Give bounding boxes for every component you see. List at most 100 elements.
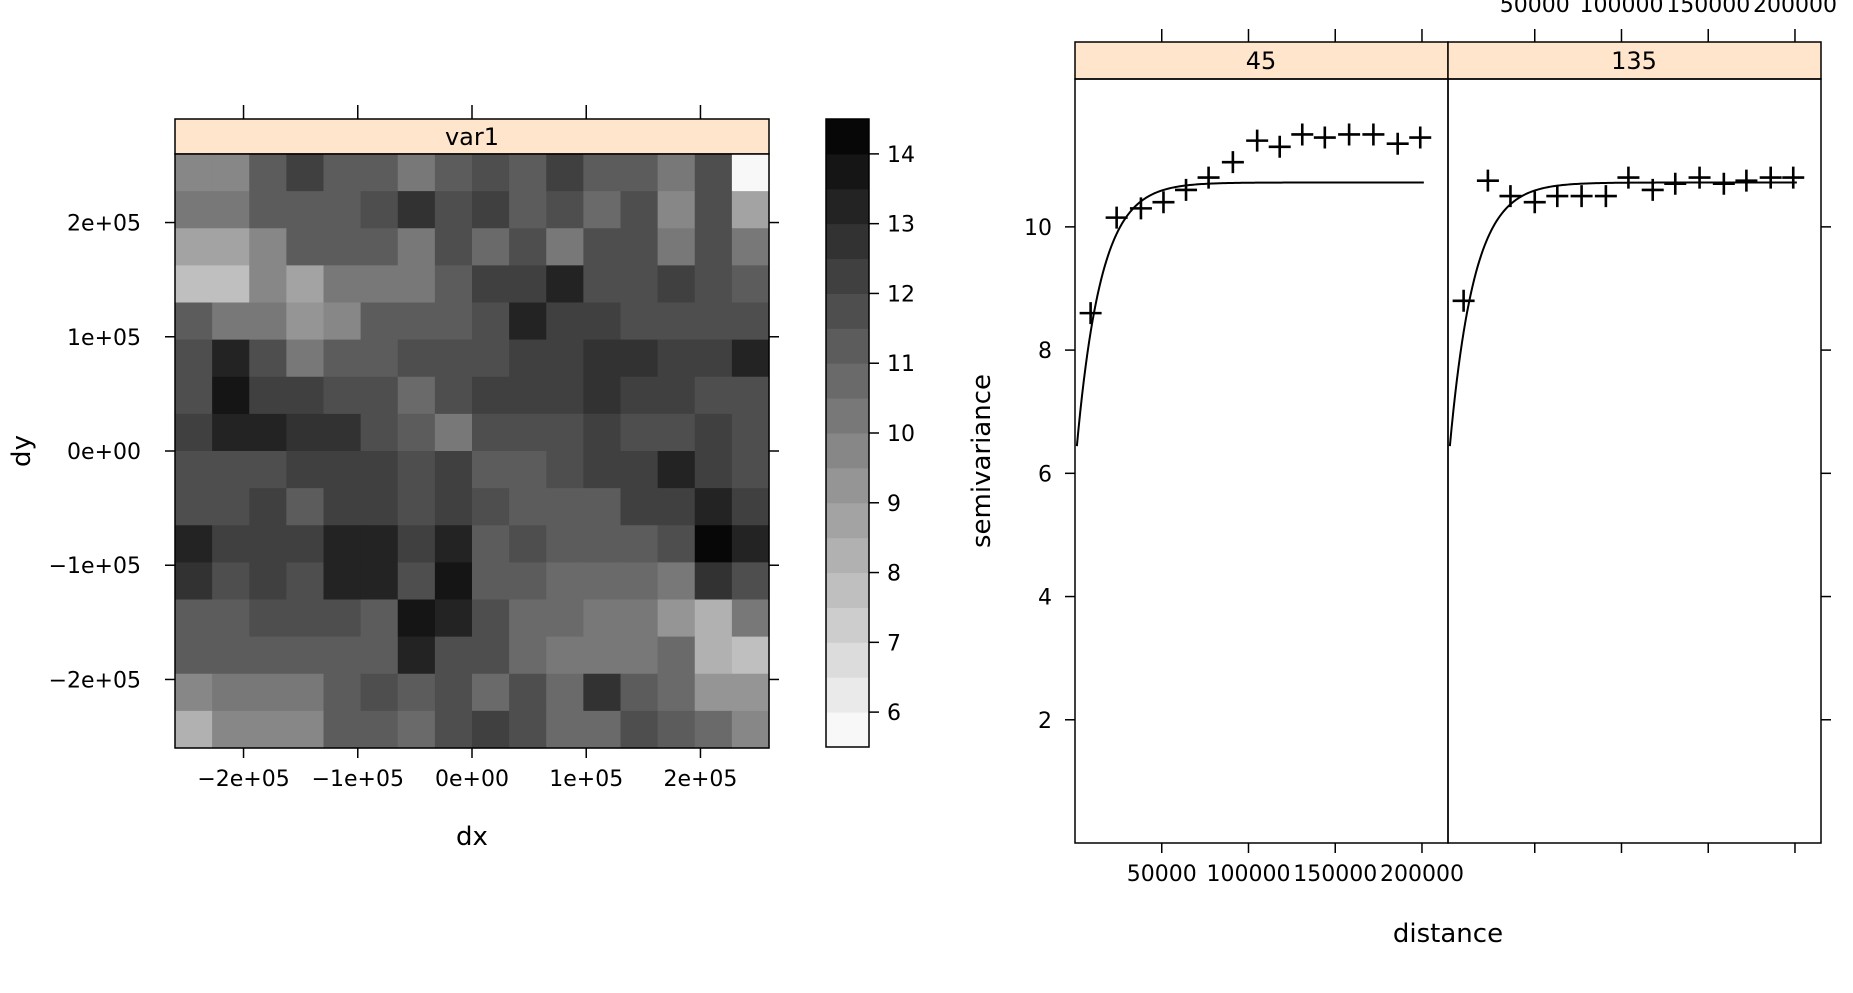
heatmap-cell	[546, 339, 584, 378]
semivariance-point-45	[1129, 197, 1152, 220]
heatmap-cell	[212, 451, 250, 489]
semivariance-point-135	[1594, 185, 1617, 208]
semivariance-point-135	[1570, 185, 1593, 208]
semivariance-point-45	[1409, 126, 1432, 149]
heatmap-y-title: dy	[7, 435, 37, 467]
heatmap-cell	[472, 562, 510, 601]
semivariance-point-135	[1546, 185, 1569, 208]
heatmap-cell	[620, 451, 659, 489]
heatmap-cell	[657, 488, 696, 526]
variogram-y-tick-label: 4	[1038, 586, 1052, 611]
variogram-x-tick-label-bottom: 200000	[1380, 862, 1464, 887]
heatmap-cell	[472, 525, 510, 563]
heatmap-cell	[323, 525, 362, 563]
heatmap-cell	[657, 562, 696, 601]
heatmap-cell	[175, 710, 213, 749]
heatmap-cell	[509, 228, 547, 266]
heatmap-cell	[546, 191, 584, 229]
heatmap-cell	[546, 710, 584, 749]
colorbar-level	[826, 642, 869, 678]
heatmap-cell	[583, 376, 622, 415]
colorbar-tick-label: 9	[887, 492, 901, 517]
heatmap-cell	[434, 191, 473, 229]
heatmap-cell	[397, 525, 436, 563]
heatmap-cell	[286, 673, 325, 712]
heatmap-cell	[620, 413, 659, 452]
heatmap-cell	[731, 562, 770, 601]
heatmap-cell	[620, 302, 659, 341]
heatmap-cell	[546, 376, 584, 415]
heatmap-cell	[546, 562, 584, 601]
heatmap-cell	[397, 265, 436, 304]
heatmap-cell	[657, 265, 696, 304]
heatmap-cell	[434, 302, 473, 341]
heatmap-cell	[249, 451, 287, 489]
heatmap-cell	[657, 228, 696, 266]
heatmap-y-tick-label: 2e+05	[67, 212, 141, 237]
semivariance-point-45	[1175, 178, 1198, 201]
heatmap-cell	[620, 228, 659, 266]
heatmap-cell	[212, 673, 250, 712]
heatmap-cell	[212, 488, 250, 526]
variogram-y-tick-label: 8	[1038, 339, 1052, 364]
colorbar: 6 7 8 9 10 11 12 13 14	[825, 118, 915, 748]
heatmap-cell	[286, 710, 325, 749]
heatmap-cell	[694, 191, 733, 229]
semivariance-point-45	[1338, 123, 1361, 146]
heatmap-cell	[175, 376, 213, 415]
heatmap-cell	[212, 636, 250, 675]
heatmap-cell	[546, 525, 584, 563]
semivariance-point-45	[1362, 123, 1385, 146]
heatmap-cell	[212, 599, 250, 638]
strip-45-label: 45	[1246, 47, 1277, 75]
heatmap-cell	[212, 339, 250, 378]
semivariance-point-45	[1313, 126, 1336, 149]
heatmap-cell	[212, 413, 250, 452]
colorbar-level	[826, 607, 869, 643]
heatmap-cell	[434, 562, 473, 601]
heatmap-cell	[323, 265, 362, 304]
heatmap-cell	[694, 376, 733, 415]
heatmap-x-tick-label: −1e+05	[312, 767, 404, 792]
heatmap-cell	[731, 302, 770, 341]
heatmap-cell	[360, 636, 399, 675]
semivariance-point-45	[1268, 135, 1291, 158]
colorbar-level	[826, 119, 869, 155]
heatmap-cell	[546, 154, 584, 192]
heatmap-cell	[249, 636, 287, 675]
heatmap-cell	[472, 710, 510, 749]
variogram-x-tick-label-top: 100000	[1579, 0, 1663, 18]
heatmap-cell	[175, 228, 213, 266]
heatmap-x-axis: −2e+05 −1e+05 0e+00 1e+05 2e+05	[197, 105, 737, 792]
heatmap-cell	[286, 302, 325, 341]
heatmap-cell	[397, 451, 436, 489]
heatmap-cell	[694, 673, 733, 712]
heatmap-cell	[360, 339, 399, 378]
heatmap-cell	[286, 265, 325, 304]
heatmap-cell	[509, 191, 547, 229]
colorbar-level	[826, 293, 869, 329]
heatmap-cell	[323, 413, 362, 452]
heatmap-cell	[694, 636, 733, 675]
colorbar-tick-label: 7	[887, 631, 901, 656]
heatmap-cell	[175, 265, 213, 304]
heatmap-cell	[694, 302, 733, 341]
semivariance-point-45	[1291, 123, 1314, 146]
heatmap-cell	[434, 339, 473, 378]
heatmap-cell	[175, 599, 213, 638]
model-curve-45	[1075, 181, 1424, 447]
heatmap-cell	[583, 302, 622, 341]
colorbar-level	[826, 223, 869, 260]
heatmap-cell	[323, 673, 362, 712]
semivariance-point-135	[1641, 178, 1664, 201]
heatmap-cell	[360, 413, 399, 452]
semivariance-point-135	[1712, 172, 1735, 195]
heatmap-cell	[546, 673, 584, 712]
heatmap-cell	[249, 562, 287, 601]
semivariance-point-45	[1246, 129, 1269, 152]
heatmap-cell	[249, 673, 287, 712]
heatmap-cell	[175, 413, 213, 452]
variogram-x-title: distance	[1393, 919, 1503, 949]
heatmap-cell	[583, 413, 622, 452]
